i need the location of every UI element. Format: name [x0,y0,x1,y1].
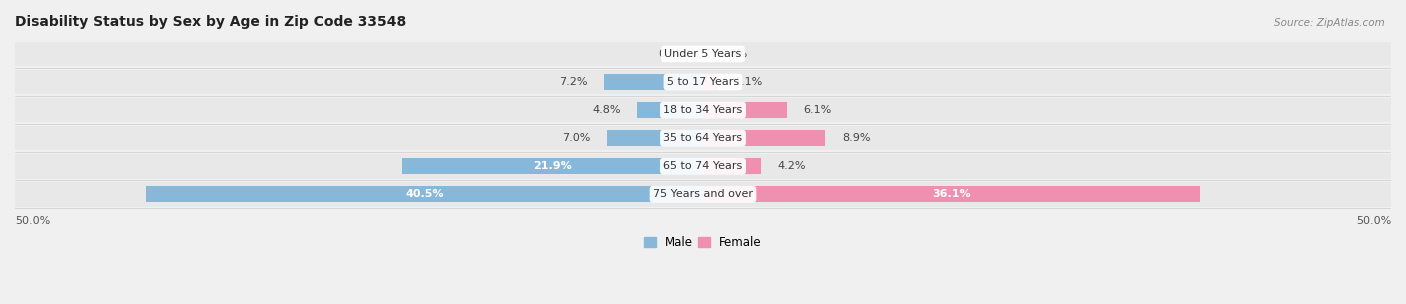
Text: 8.9%: 8.9% [842,133,870,143]
Text: Under 5 Years: Under 5 Years [665,49,741,59]
Text: 7.0%: 7.0% [562,133,591,143]
Bar [15,70,1391,94]
Text: 40.5%: 40.5% [405,189,444,199]
Text: 4.2%: 4.2% [778,161,806,171]
Text: 18 to 34 Years: 18 to 34 Years [664,105,742,115]
Text: 50.0%: 50.0% [1355,216,1391,226]
Bar [15,98,1391,123]
Bar [703,102,787,118]
Bar [606,130,703,146]
Text: 0.0%: 0.0% [720,49,748,59]
Bar [402,158,703,174]
Text: 1.1%: 1.1% [735,77,763,87]
Legend: Male, Female: Male, Female [640,231,766,254]
Bar [15,42,1391,66]
Bar [637,102,703,118]
Text: Disability Status by Sex by Age in Zip Code 33548: Disability Status by Sex by Age in Zip C… [15,15,406,29]
Text: 0.0%: 0.0% [658,49,686,59]
Bar [15,182,1391,207]
Bar [703,74,718,90]
Text: 65 to 74 Years: 65 to 74 Years [664,161,742,171]
Text: 6.1%: 6.1% [803,105,832,115]
Text: 35 to 64 Years: 35 to 64 Years [664,133,742,143]
Bar [146,186,703,202]
Text: 4.8%: 4.8% [592,105,620,115]
Text: 36.1%: 36.1% [932,189,970,199]
Bar [605,74,703,90]
Text: Source: ZipAtlas.com: Source: ZipAtlas.com [1274,18,1385,28]
Bar [15,154,1391,178]
Text: 21.9%: 21.9% [533,161,572,171]
Text: 7.2%: 7.2% [560,77,588,87]
Text: 5 to 17 Years: 5 to 17 Years [666,77,740,87]
Bar [703,186,1199,202]
Text: 50.0%: 50.0% [15,216,51,226]
Bar [703,158,761,174]
Bar [703,130,825,146]
Bar [15,126,1391,150]
Text: 75 Years and over: 75 Years and over [652,189,754,199]
